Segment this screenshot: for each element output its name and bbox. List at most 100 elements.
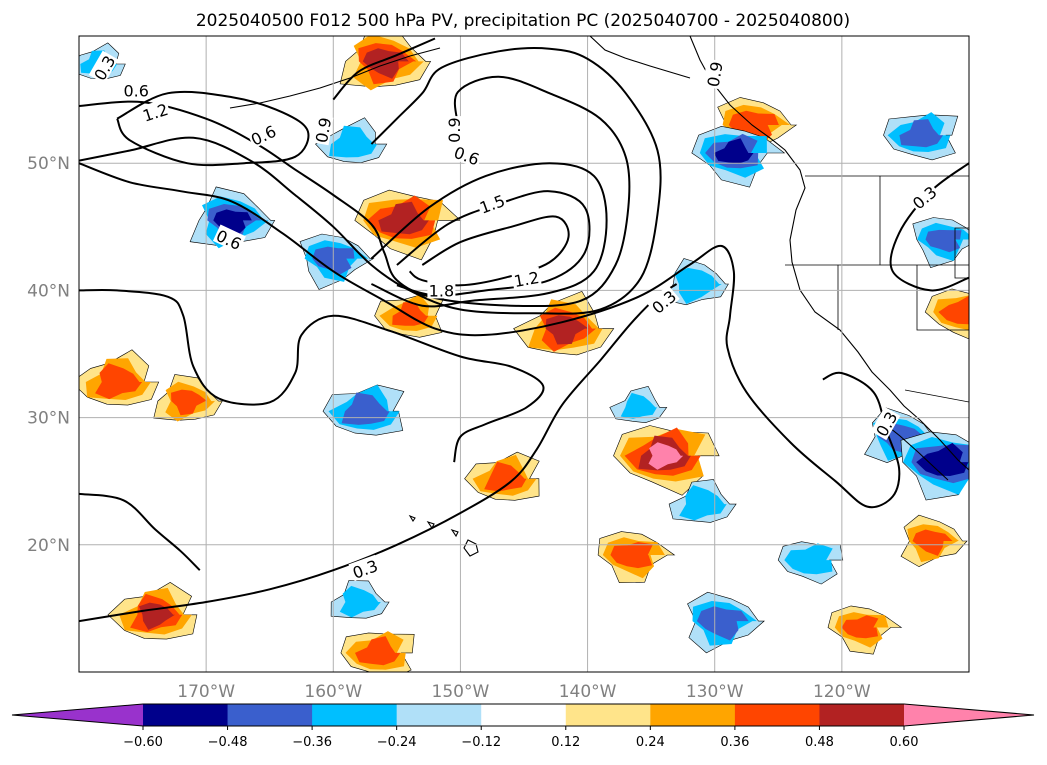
precipitation-shading-layer (79, 36, 969, 672)
contour-label: 1.8 (427, 280, 456, 300)
pv-contour-0-3 (79, 492, 201, 571)
chart-title: 2025040500 F012 500 hPa PV, precipitatio… (196, 11, 850, 31)
precip-anomaly-region (827, 605, 903, 655)
pv-contour-0-3 (79, 283, 678, 623)
precip-anomaly-region (107, 582, 198, 640)
colorbar-tick-label: 0.24 (636, 735, 665, 750)
contour-label: 0.6 (122, 80, 151, 101)
contour-label-halo (450, 141, 484, 168)
contour-label: 0.9 (702, 58, 727, 90)
pv-contour-1-5 (396, 190, 591, 297)
precip-level-fill (899, 119, 944, 148)
lon-tick-label: 130°W (686, 682, 744, 702)
precip-anomaly-region (613, 425, 720, 496)
colorbar-tick-label: 0.36 (720, 735, 749, 750)
contour-label-text: 0.9 (704, 60, 727, 88)
precip-anomaly-region (777, 541, 844, 585)
longitude-tick-labels: 170°W 160°W 150°W 140°W 130°W 120°W (177, 682, 871, 702)
lon-tick-label: 170°W (177, 682, 235, 702)
contour-label-halo (907, 180, 941, 213)
map-frame (78, 35, 970, 673)
political-borders (785, 175, 969, 403)
precip-level-fill (620, 392, 657, 419)
colorbar-segment (650, 704, 736, 726)
precip-level-fill (484, 461, 527, 492)
alaska-coastline (589, 36, 691, 79)
precip-level-fill (713, 138, 754, 164)
colorbar-segment (312, 704, 398, 726)
precip-level-fill (392, 302, 429, 326)
pv-contour-0-6 (116, 90, 310, 167)
precip-level-fill (841, 615, 879, 639)
precip-anomaly-region (687, 591, 765, 654)
lat-tick-label: 20°N (27, 536, 70, 556)
precip-level-fill (355, 636, 401, 666)
contour-label-halo (702, 58, 726, 90)
precip-anomaly-region (900, 431, 969, 501)
contour-label-halo (138, 98, 172, 125)
contour-label-text: 1.2 (512, 268, 540, 291)
colorbar-tick-label: 0.60 (890, 735, 919, 750)
coastline-layer (229, 36, 969, 557)
precip-level-fill (329, 125, 378, 158)
precip-level-fill (171, 389, 208, 416)
colorbar-tick-label: −0.24 (377, 735, 417, 750)
colorbar: −0.60 −0.48 −0.36 −0.24 −0.12 0.12 0.24 0.36 0.4… (11, 703, 1035, 750)
hawaii-big-island (463, 539, 479, 557)
precip-level-fill (95, 363, 143, 400)
contour-label-halo (475, 189, 509, 217)
pv-contour-0-9 (332, 37, 436, 101)
colorbar-segment (734, 704, 820, 726)
precip-anomaly-region (340, 631, 415, 672)
contour-label: 1.2 (510, 266, 542, 291)
precip-level-fill (912, 529, 953, 556)
precip-anomaly-region (79, 349, 160, 406)
lat-tick-label: 30°N (27, 409, 70, 429)
colorbar-tick-label: 0.48 (805, 735, 834, 750)
lat-tick-label: 50°N (27, 154, 70, 174)
colorbar-tick-label: 0.12 (551, 735, 580, 750)
colorbar-tick-label: −0.36 (292, 735, 332, 750)
precip-level-fill (696, 606, 749, 641)
precip-anomaly-region (153, 374, 223, 422)
latitude-tick-labels: 20°N 30°N 40°N 50°N (27, 154, 70, 556)
contour-label-halo (510, 266, 542, 290)
precip-anomaly-region (924, 288, 969, 340)
precip-level-fill (938, 295, 969, 325)
contour-label-halo (348, 554, 381, 582)
colorbar-segment (227, 704, 313, 726)
hawaii-kauai (408, 514, 416, 523)
pv-contour-0-3 (79, 288, 545, 463)
colorbar-extend-max (904, 704, 1034, 726)
precip-level-fill (341, 392, 390, 425)
us-state-lines (785, 176, 969, 331)
contour-label-halo (646, 285, 680, 317)
contour-label-text: 0.6 (123, 82, 148, 101)
contour-label-halo (870, 406, 901, 441)
precip-anomaly-region (322, 384, 405, 436)
north-america-coastline (689, 36, 969, 471)
baja-coastline (879, 419, 949, 481)
contour-label: 0.3 (870, 406, 901, 441)
contour-label-halo (246, 120, 280, 149)
colorbar-segment (565, 704, 651, 726)
aleutian-coastline (229, 47, 441, 109)
precip-level-fill (213, 209, 252, 235)
contour-label-halo (310, 114, 334, 146)
lon-tick-label: 160°W (304, 682, 362, 702)
precip-level-fill (925, 229, 962, 253)
colorbar-tick-label: −0.48 (208, 735, 248, 750)
pv-contours (79, 37, 969, 623)
precip-level-fill (916, 442, 969, 476)
colorbar-segment (143, 704, 229, 726)
hawaii-oahu (426, 520, 435, 530)
precip-level-fill (339, 585, 381, 618)
contour-label-halo (212, 224, 246, 253)
precip-level-fill (378, 201, 429, 235)
lat-tick-label: 40°N (27, 281, 70, 301)
lon-tick-label: 120°W (813, 682, 871, 702)
precip-anomaly-region (330, 580, 390, 619)
contour-label-halo (122, 80, 151, 99)
precip-level-fill (648, 442, 684, 470)
